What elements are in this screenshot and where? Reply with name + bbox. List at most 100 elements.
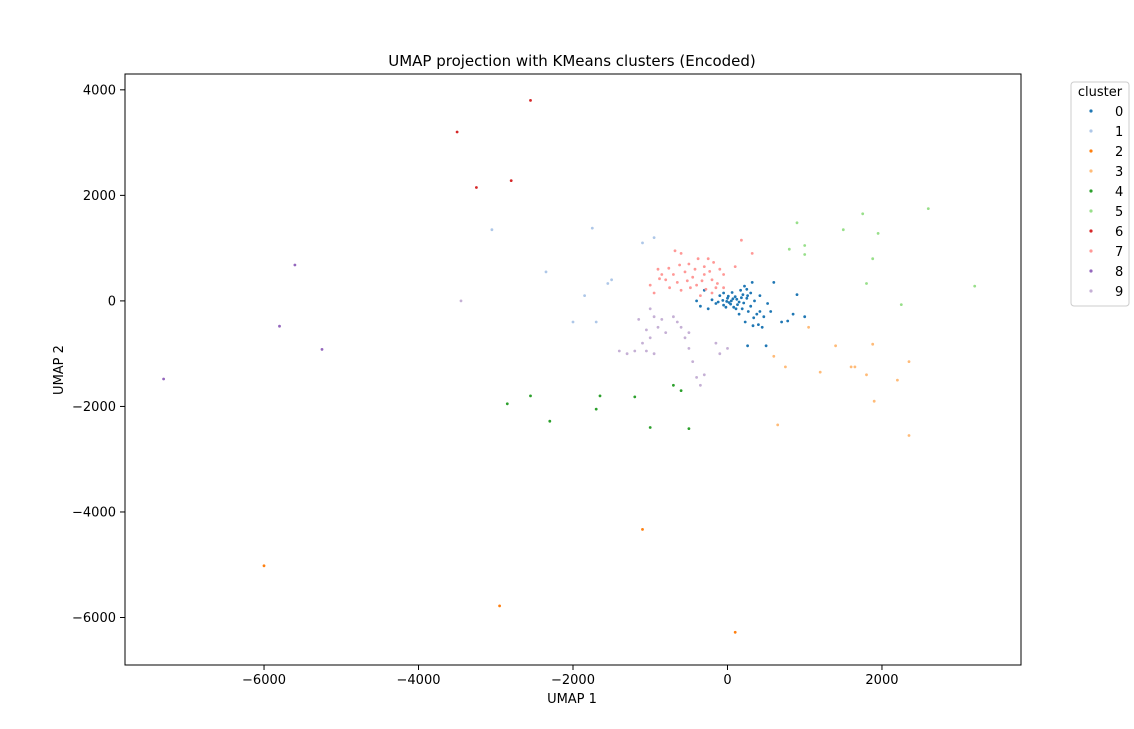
y-tick-label: −2000	[72, 400, 116, 415]
data-point	[548, 419, 552, 423]
data-point	[733, 630, 737, 634]
data-point	[656, 267, 660, 271]
data-point	[583, 294, 586, 297]
data-point	[683, 336, 687, 340]
data-point	[726, 347, 729, 350]
data-point	[691, 360, 695, 363]
data-point	[752, 316, 756, 320]
data-point	[750, 281, 754, 284]
data-point	[718, 267, 722, 271]
data-point	[598, 394, 602, 398]
data-point	[743, 284, 746, 288]
data-point	[896, 378, 899, 382]
legend-label: 9	[1115, 285, 1123, 300]
legend-label: 5	[1115, 205, 1123, 220]
series-cluster-0	[695, 281, 807, 348]
legend-item-6: 6	[1089, 225, 1123, 240]
data-point	[726, 294, 730, 298]
data-point	[633, 349, 637, 353]
data-point	[729, 302, 732, 306]
y-tick-label: −6000	[72, 611, 116, 626]
legend-item-5: 5	[1089, 205, 1123, 220]
data-point	[648, 307, 652, 311]
data-point	[700, 279, 704, 283]
legend: cluster 0 1 2 3 4 5 6 7 8 9	[1070, 81, 1130, 307]
data-point	[648, 426, 652, 429]
legend-label: 2	[1115, 145, 1123, 160]
data-point	[861, 212, 865, 216]
x-tick-label: −6000	[242, 673, 286, 688]
data-point	[739, 288, 742, 292]
data-point	[664, 278, 668, 282]
legend-item-8: 8	[1089, 265, 1123, 280]
data-point	[740, 238, 743, 242]
data-point	[693, 267, 697, 271]
data-point	[679, 252, 683, 255]
data-point	[687, 347, 691, 350]
data-point	[695, 283, 698, 287]
data-point	[505, 402, 509, 406]
data-point	[722, 286, 725, 290]
data-point	[741, 293, 745, 296]
data-point	[617, 349, 621, 353]
data-point	[714, 286, 718, 290]
data-point	[699, 383, 702, 387]
y-tick-label: 4000	[83, 83, 116, 98]
y-tick-label: −4000	[72, 505, 116, 520]
data-point	[762, 315, 766, 319]
data-point	[590, 226, 594, 230]
data-point	[695, 299, 698, 303]
data-point	[803, 244, 807, 247]
data-point	[652, 352, 656, 356]
data-point	[795, 293, 799, 296]
data-point	[733, 265, 737, 268]
data-point	[722, 291, 725, 295]
data-point	[758, 294, 762, 297]
data-point	[730, 291, 734, 294]
legend-item-9: 9	[1089, 285, 1123, 300]
data-point	[699, 294, 702, 297]
data-point	[679, 325, 683, 329]
data-point	[610, 278, 613, 282]
legend-item-0: 0	[1089, 105, 1123, 120]
data-point	[764, 344, 768, 348]
data-point	[865, 282, 868, 285]
series-cluster-1	[490, 226, 656, 324]
data-point	[749, 291, 753, 295]
data-point	[973, 284, 977, 288]
legend-marker	[1089, 229, 1093, 233]
data-point	[641, 241, 644, 245]
data-point	[637, 318, 641, 321]
data-point	[721, 299, 725, 302]
data-point	[722, 273, 725, 276]
data-point	[853, 365, 857, 369]
legend-marker	[1089, 209, 1093, 213]
data-point	[926, 207, 930, 211]
series-cluster-4	[505, 383, 691, 430]
x-axis-label: UMAP 1	[547, 692, 597, 707]
legend-label: 1	[1115, 125, 1123, 140]
data-point	[803, 315, 807, 319]
data-point	[529, 394, 532, 398]
legend-marker	[1089, 109, 1093, 113]
data-point	[722, 303, 725, 307]
data-point	[718, 294, 722, 297]
data-point	[689, 286, 692, 290]
data-point	[696, 257, 700, 261]
data-point	[745, 287, 749, 291]
data-point	[641, 341, 644, 345]
y-tick-label: 2000	[83, 189, 116, 204]
data-point	[849, 365, 853, 369]
data-point	[652, 236, 656, 240]
data-point	[745, 296, 749, 300]
data-point	[712, 261, 715, 264]
series-cluster-5	[787, 207, 977, 306]
legend-label: 7	[1115, 245, 1123, 260]
data-point	[772, 281, 776, 284]
legend-label: 6	[1115, 225, 1123, 240]
data-point	[772, 354, 776, 358]
data-point	[704, 287, 708, 291]
legend-item-3: 3	[1089, 165, 1123, 180]
data-point	[687, 331, 691, 334]
data-point	[716, 282, 719, 285]
